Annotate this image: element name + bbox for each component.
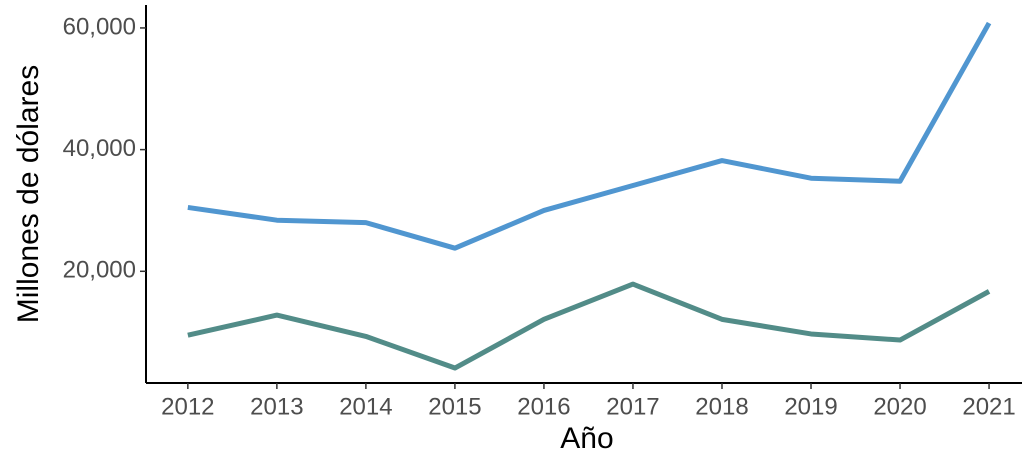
x-tick-label: 2021 <box>962 393 1015 420</box>
x-tick-label: 2015 <box>428 393 481 420</box>
x-tick-label: 2014 <box>339 393 392 420</box>
x-tick-label: 2016 <box>517 393 570 420</box>
x-tick-label: 2017 <box>606 393 659 420</box>
x-tick-label: 2013 <box>250 393 303 420</box>
y-axis-label: Millones de dólares <box>12 65 45 323</box>
x-tick-label: 2018 <box>695 393 748 420</box>
x-tick-label: 2012 <box>161 393 214 420</box>
x-tick-label: 2020 <box>873 393 926 420</box>
x-axis-label: Año <box>560 422 613 455</box>
y-tick-label: 60,000 <box>63 13 136 40</box>
y-tick-label: 40,000 <box>63 135 136 162</box>
y-tick-label: 20,000 <box>63 257 136 284</box>
x-tick-label: 2019 <box>784 393 837 420</box>
line <box>187 281 991 371</box>
line <box>187 21 992 251</box>
